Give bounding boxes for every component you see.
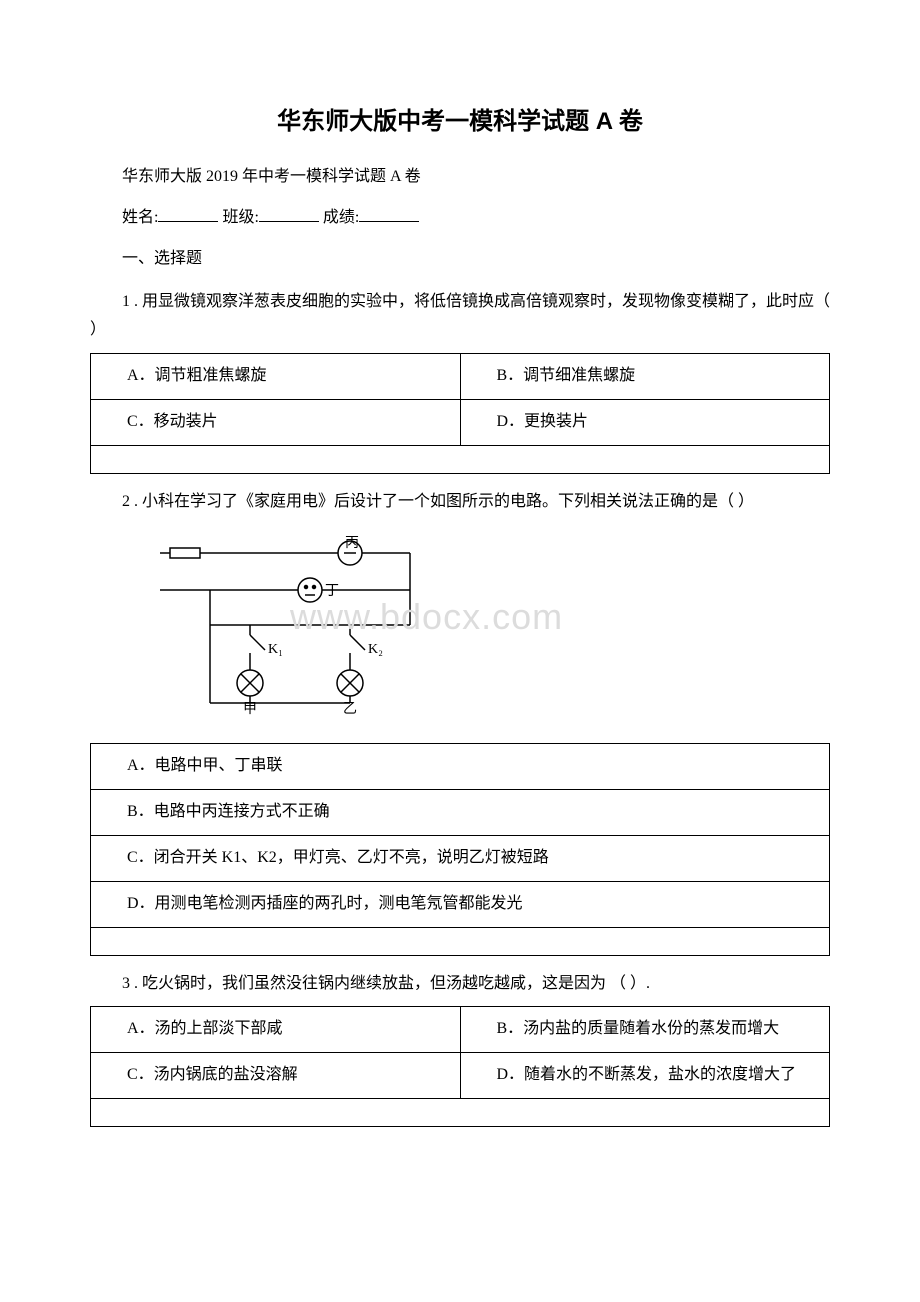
q3-options-table: A．汤的上部淡下部咸 B．汤内盐的质量随着水份的蒸发而增大 C．汤内锅底的盐没溶…: [90, 1006, 830, 1127]
score-blank: [359, 206, 419, 222]
table-row: A．电路中甲、丁串联: [91, 744, 830, 790]
q2-option-c: C．闭合开关 K1、K2，甲灯亮、乙灯不亮，说明乙灯被短路: [103, 844, 817, 873]
section-heading: 一、选择题: [90, 245, 830, 274]
class-blank: [259, 206, 319, 222]
q2-option-d: D．用测电笔检测丙插座的两孔时，测电笔氖管都能发光: [103, 890, 817, 919]
label-bing: 丙: [345, 535, 359, 550]
table-row: B．电路中丙连接方式不正确: [91, 790, 830, 836]
q2-option-a: A．电路中甲、丁串联: [103, 752, 817, 781]
q1-option-c: C．移动装片: [103, 408, 448, 437]
circuit-diagram: 丙 丁 K₁ K₂ 甲 乙: [150, 535, 450, 715]
question-1: 1 . 用显微镜观察洋葱表皮细胞的实验中，将低倍镜换成高倍镜观察时，发现物像变模…: [90, 288, 830, 346]
subtitle: 华东师大版 2019 年中考一模科学试题 A 卷: [90, 163, 830, 192]
q3-option-d: D．随着水的不断蒸发，盐水的浓度增大了: [473, 1061, 818, 1090]
label-yi: 乙: [343, 701, 357, 715]
table-row: C．移动装片 D．更换装片: [91, 399, 830, 445]
table-row: [91, 927, 830, 955]
q3-option-c: C．汤内锅底的盐没溶解: [103, 1061, 448, 1090]
label-jia: 甲: [243, 702, 257, 715]
label-ding: 丁: [325, 584, 339, 599]
page-title: 华东师大版中考一模科学试题 A 卷: [90, 100, 830, 143]
circuit-diagram-container: 丙 丁 K₁ K₂ 甲 乙 www.bdocx.com: [90, 525, 830, 736]
name-blank: [158, 206, 218, 222]
score-label: 成绩:: [323, 209, 359, 226]
table-row: [91, 445, 830, 473]
q1-option-a: A．调节粗准焦螺旋: [103, 362, 448, 391]
q1-options-table: A．调节粗准焦螺旋 B．调节细准焦螺旋 C．移动装片 D．更换装片: [90, 353, 830, 474]
class-label: 班级:: [222, 209, 258, 226]
table-row: C．闭合开关 K1、K2，甲灯亮、乙灯不亮，说明乙灯被短路: [91, 835, 830, 881]
table-row: A．调节粗准焦螺旋 B．调节细准焦螺旋: [91, 354, 830, 400]
table-row: D．用测电笔检测丙插座的两孔时，测电笔氖管都能发光: [91, 881, 830, 927]
q3-option-b: B．汤内盐的质量随着水份的蒸发而增大: [473, 1015, 818, 1044]
q3-option-a: A．汤的上部淡下部咸: [103, 1015, 448, 1044]
q2-options-table: A．电路中甲、丁串联 B．电路中丙连接方式不正确 C．闭合开关 K1、K2，甲灯…: [90, 743, 830, 955]
q2-option-b: B．电路中丙连接方式不正确: [103, 798, 817, 827]
question-2: 2 . 小科在学习了《家庭用电》后设计了一个如图所示的电路。下列相关说法正确的是…: [90, 488, 830, 517]
table-row: [91, 1098, 830, 1126]
name-label: 姓名:: [122, 209, 158, 226]
label-k1: K₁: [268, 642, 283, 657]
form-line: 姓名: 班级: 成绩:: [90, 204, 830, 233]
q1-option-b: B．调节细准焦螺旋: [473, 362, 818, 391]
table-row: A．汤的上部淡下部咸 B．汤内盐的质量随着水份的蒸发而增大: [91, 1007, 830, 1053]
q1-option-d: D．更换装片: [473, 408, 818, 437]
label-k2: K₂: [368, 642, 383, 657]
table-row: C．汤内锅底的盐没溶解 D．随着水的不断蒸发，盐水的浓度增大了: [91, 1053, 830, 1099]
question-3: 3 . 吃火锅时，我们虽然没往锅内继续放盐，但汤越吃越咸，这是因为 （ ）.: [90, 970, 830, 999]
